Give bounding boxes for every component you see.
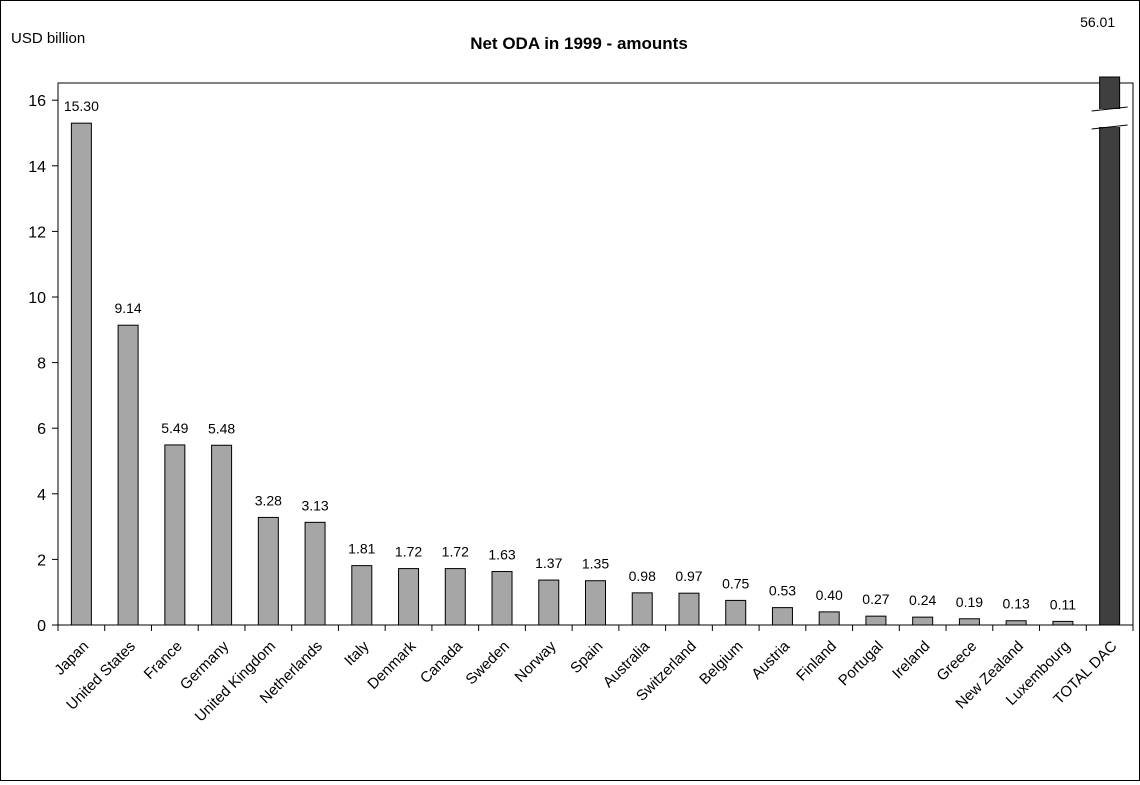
bar-denmark (398, 568, 420, 626)
value-label: 1.81 (348, 541, 375, 557)
bar-sweden (491, 571, 513, 626)
value-label: 0.13 (1003, 596, 1030, 612)
value-label: 1.72 (395, 544, 422, 560)
x-tick-label: Denmark (364, 637, 419, 692)
value-label: 1.72 (442, 544, 469, 560)
axis-break-line-top (1091, 106, 1128, 112)
value-label: 1.35 (582, 556, 609, 572)
y-axis: 0 2 4 6 8 10 12 14 16 (28, 83, 59, 635)
bar-united-kingdom (257, 516, 279, 626)
value-labels: 15.30 9.14 5.49 5.48 3.28 3.13 1.81 1.72 1.72 1.6… (64, 14, 1116, 612)
value-label: 9.14 (114, 300, 141, 316)
bar-ireland (912, 616, 934, 626)
bar-austria (771, 607, 793, 626)
bar-finland (818, 611, 840, 626)
bar-new-zealand (1005, 620, 1027, 626)
bar-netherlands (304, 521, 326, 626)
x-tick-label: France (141, 638, 186, 683)
value-label: 0.19 (956, 594, 983, 610)
chart-title: Net ODA in 1999 - amounts (470, 34, 688, 53)
value-label: 1.37 (535, 555, 562, 571)
value-label: 0.98 (629, 568, 656, 584)
value-label: 0.27 (862, 591, 889, 607)
bar-italy (351, 565, 373, 626)
bar-switzerland (678, 592, 700, 626)
axis-break-line-bottom (1091, 124, 1128, 130)
x-tick-label: Finland (793, 638, 840, 685)
x-tick-label: Belgium (696, 638, 746, 688)
bar-germany (211, 444, 233, 626)
value-label: 0.40 (816, 587, 843, 603)
value-label: 5.49 (161, 420, 188, 436)
x-tick-label: Canada (417, 637, 467, 687)
bar-luxembourg (1052, 620, 1074, 626)
x-tick-label: Greece (933, 638, 980, 685)
y-tick-label: 4 (37, 487, 46, 504)
axis-break-gap (1091, 109, 1128, 127)
x-tick-label: United Kingdom (192, 638, 279, 725)
value-label: 15.30 (64, 98, 99, 114)
bar-canada (444, 568, 466, 626)
y-tick-label: 2 (37, 552, 46, 569)
bar-australia (631, 592, 653, 626)
bar-portugal (865, 615, 887, 626)
y-tick-label: 6 (37, 421, 46, 438)
value-label: 0.24 (909, 592, 936, 608)
value-label: 0.53 (769, 583, 796, 599)
y-tick-label: 12 (28, 224, 46, 241)
value-label: 3.13 (301, 497, 328, 513)
x-tick-label: Ireland (889, 638, 933, 682)
bar-total-dac (1099, 76, 1121, 626)
value-label: 0.11 (1050, 596, 1076, 612)
y-tick-label: 8 (37, 356, 46, 373)
x-tick-label: Portugal (835, 638, 887, 690)
y-unit-label: USD billion (11, 30, 85, 47)
bar-norway (538, 579, 560, 626)
y-tick-label: 16 (28, 93, 46, 110)
axis-break-marker (1091, 106, 1128, 130)
y-tick-label: 14 (28, 159, 46, 176)
value-label: 1.63 (488, 547, 515, 563)
bar-belgium (725, 599, 747, 626)
x-tick-label: Spain (567, 638, 606, 677)
value-label: 0.75 (722, 575, 749, 591)
y-tick-label: 0 (37, 618, 46, 635)
bar-spain (585, 580, 606, 626)
x-tick-label: Italy (341, 637, 373, 669)
value-label: 0.97 (675, 568, 702, 584)
value-label: 3.28 (255, 492, 282, 508)
x-tick-label: Austria (748, 637, 793, 682)
value-label: 5.48 (208, 420, 235, 436)
bar-united-states (117, 324, 139, 626)
x-tick-label: Japan (51, 638, 92, 679)
bar-france (164, 444, 186, 626)
bar-japan (70, 122, 92, 626)
bars (57, 76, 1134, 631)
value-label: 56.01 (1080, 14, 1115, 30)
bar-greece (958, 618, 980, 626)
y-tick-label: 10 (28, 290, 46, 307)
x-tick-label: Norway (512, 637, 560, 685)
x-tick-label: Sweden (462, 638, 512, 688)
